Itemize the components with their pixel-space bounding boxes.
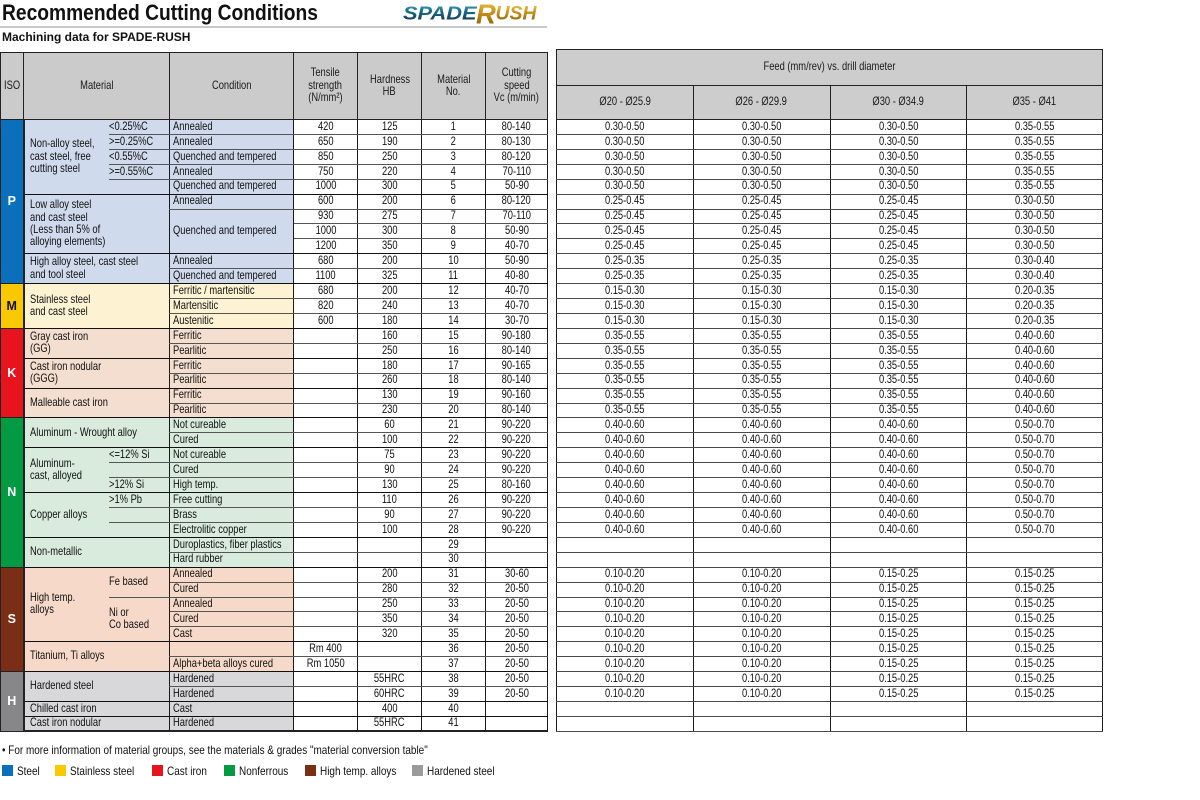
svg-text:SPADE: SPADE: [403, 2, 477, 23]
svg-text:USH: USH: [496, 2, 538, 24]
svg-text:R: R: [476, 0, 496, 29]
